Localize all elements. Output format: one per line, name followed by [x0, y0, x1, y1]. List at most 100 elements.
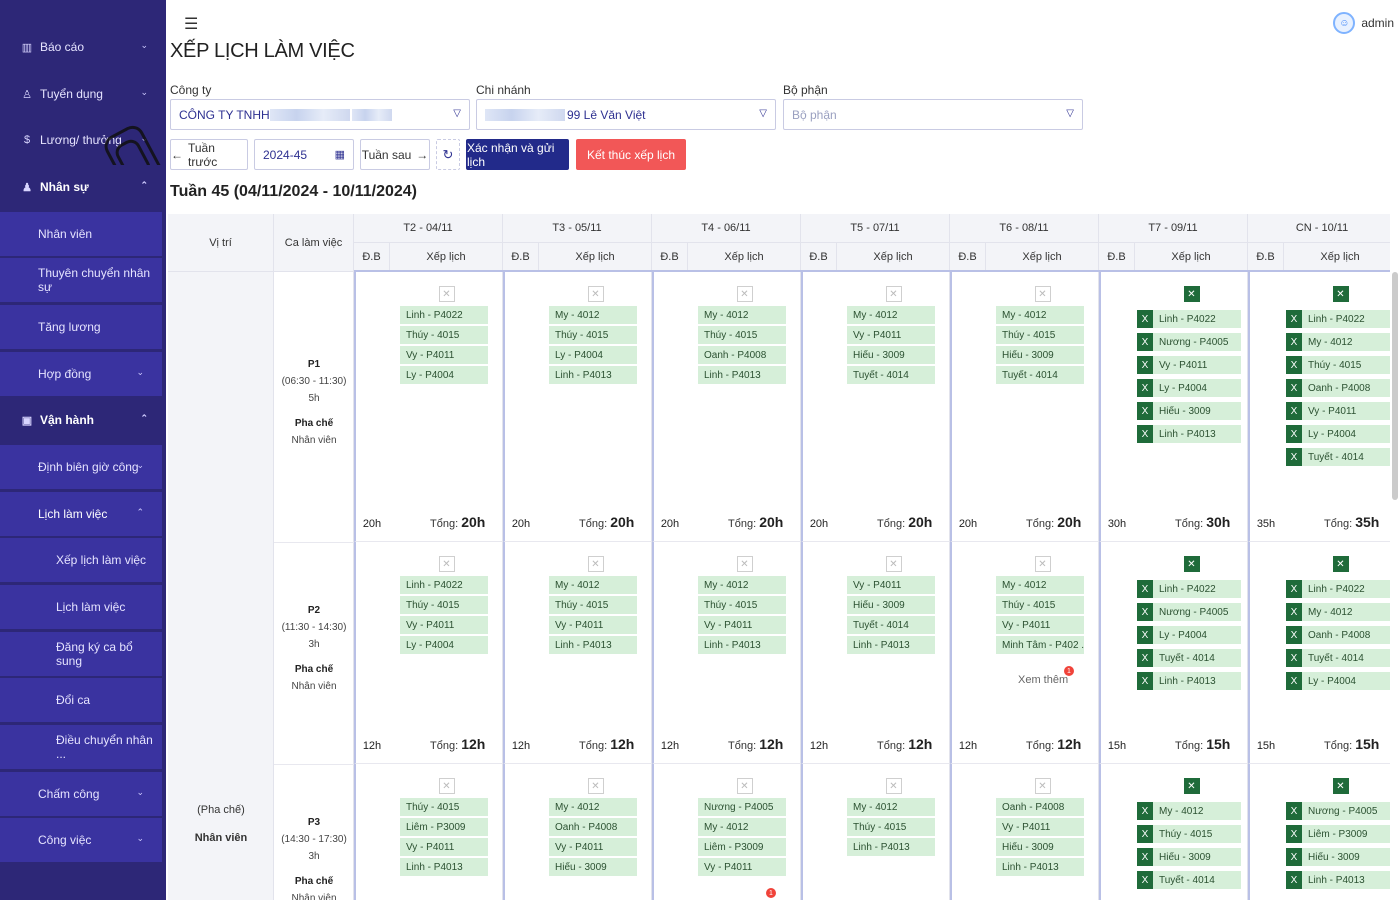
remove-assignment-icon[interactable]: X [1137, 379, 1153, 397]
remove-assignment-icon[interactable]: X [1137, 649, 1153, 667]
assignment-chip[interactable]: Ly - P4004 [400, 366, 488, 384]
assignment-chip[interactable]: Thúy - 4015 [400, 798, 488, 816]
clear-all-button[interactable]: ✕ [736, 778, 753, 794]
week-picker[interactable]: 2024-45 ▦ [254, 139, 354, 170]
remove-assignment-icon[interactable]: X [1137, 825, 1153, 843]
assignment-chip[interactable]: X My - 4012 [1286, 333, 1390, 351]
assignment-chip[interactable]: X Ly - P4004 [1137, 626, 1241, 644]
clear-all-button[interactable]: ✕ [885, 778, 902, 794]
clear-all-button[interactable]: ✕ [736, 286, 753, 302]
assignment-chip[interactable]: X My - 4012 [1137, 802, 1241, 820]
clear-all-button[interactable]: ✕ [1332, 778, 1349, 794]
remove-assignment-icon[interactable]: X [1286, 425, 1302, 443]
remove-assignment-icon[interactable]: X [1137, 626, 1153, 644]
assignment-chip[interactable]: Hiếu - 3009 [996, 838, 1084, 856]
dept-select[interactable]: Bộ phận ▽ [783, 99, 1083, 130]
scrollbar[interactable] [1392, 272, 1398, 500]
assignment-chip[interactable]: Liêm - P3009 [698, 838, 786, 856]
remove-assignment-icon[interactable]: X [1286, 626, 1302, 644]
clear-all-button[interactable]: ✕ [1332, 286, 1349, 302]
sidebar-item-dang-ky-ca[interactable]: Đăng ký ca bổ sung [0, 632, 162, 676]
remove-assignment-icon[interactable]: X [1286, 448, 1302, 466]
sidebar-item-bao-cao[interactable]: ▥ Báo cáo ⌄ [21, 40, 148, 54]
assignment-chip[interactable]: X Linh - P4013 [1137, 425, 1241, 443]
assignment-chip[interactable]: Vy - P4011 [996, 818, 1084, 836]
assignment-chip[interactable]: Vy - P4011 [847, 326, 935, 344]
assignment-chip[interactable]: Hiếu - 3009 [549, 858, 637, 876]
assignment-chip[interactable]: Linh - P4013 [996, 858, 1084, 876]
remove-assignment-icon[interactable]: X [1137, 672, 1153, 690]
assignment-chip[interactable]: Thúy - 4015 [996, 326, 1084, 344]
confirm-send-button[interactable]: Xác nhận và gửi lịch [466, 139, 569, 170]
clear-all-button[interactable]: ✕ [587, 286, 604, 302]
assignment-chip[interactable]: X My - 4012 [1286, 603, 1390, 621]
sidebar-item-hop-dong[interactable]: Hợp đồng ⌄ [0, 352, 162, 396]
assignment-chip[interactable]: Vy - P4011 [400, 346, 488, 364]
end-schedule-button[interactable]: Kết thúc xếp lịch [576, 139, 686, 170]
assignment-chip[interactable]: Linh - P4022 [400, 306, 488, 324]
assignment-chip[interactable]: X Linh - P4013 [1286, 871, 1390, 889]
clear-all-button[interactable]: ✕ [438, 556, 455, 572]
remove-assignment-icon[interactable]: X [1137, 356, 1153, 374]
assignment-chip[interactable]: My - 4012 [698, 818, 786, 836]
assignment-chip[interactable]: X Linh - P4022 [1286, 580, 1390, 598]
assignment-chip[interactable]: Vy - P4011 [698, 858, 786, 876]
remove-assignment-icon[interactable]: X [1286, 356, 1302, 374]
assignment-chip[interactable]: X Tuyết - 4014 [1286, 448, 1390, 466]
assignment-chip[interactable]: Hiếu - 3009 [847, 346, 935, 364]
assignment-chip[interactable]: X Oanh - P4008 [1286, 379, 1390, 397]
sidebar-item-cong-viec[interactable]: Công việc ⌄ [0, 818, 162, 862]
sidebar-item-cham-cong[interactable]: Chấm công ⌄ [0, 772, 162, 816]
assignment-chip[interactable]: Vy - P4011 [847, 576, 935, 594]
assignment-chip[interactable]: X Nương - P4005 [1137, 333, 1241, 351]
assignment-chip[interactable]: Hiếu - 3009 [996, 346, 1084, 364]
assignment-chip[interactable]: X Linh - P4013 [1137, 672, 1241, 690]
sidebar-item-lich-lam-viec[interactable]: Lịch làm việc [0, 585, 162, 629]
assignment-chip[interactable]: Thúy - 4015 [400, 326, 488, 344]
refresh-button[interactable]: ↻ [436, 139, 460, 170]
assignment-chip[interactable]: My - 4012 [549, 798, 637, 816]
assignment-chip[interactable]: Vy - P4011 [400, 616, 488, 634]
remove-assignment-icon[interactable]: X [1286, 310, 1302, 328]
clear-all-button[interactable]: ✕ [587, 556, 604, 572]
assignment-chip[interactable]: X Oanh - P4008 [1286, 626, 1390, 644]
sidebar-item-xep-lich[interactable]: Xếp lịch làm việc [0, 538, 162, 582]
assignment-chip[interactable]: Hiếu - 3009 [847, 596, 935, 614]
assignment-chip[interactable]: Linh - P4013 [698, 366, 786, 384]
remove-assignment-icon[interactable]: X [1137, 848, 1153, 866]
assignment-chip[interactable]: Linh - P4013 [549, 636, 637, 654]
remove-assignment-icon[interactable]: X [1137, 425, 1153, 443]
assignment-chip[interactable]: Vy - P4011 [549, 616, 637, 634]
assignment-chip[interactable]: Linh - P4013 [549, 366, 637, 384]
assignment-chip[interactable]: My - 4012 [996, 306, 1084, 324]
assignment-chip[interactable]: Ly - P4004 [549, 346, 637, 364]
remove-assignment-icon[interactable]: X [1286, 802, 1302, 820]
assignment-chip[interactable]: X Nương - P4005 [1137, 603, 1241, 621]
clear-all-button[interactable]: ✕ [1034, 778, 1051, 794]
prev-week-button[interactable]: ← Tuần trước [170, 139, 248, 170]
assignment-chip[interactable]: Oanh - P4008 [996, 798, 1084, 816]
sidebar-item-nhan-su[interactable]: ♟ Nhân sự ⌃ [0, 165, 166, 209]
clear-all-button[interactable]: ✕ [885, 556, 902, 572]
sidebar-item-lich-lam-viec-group[interactable]: Lịch làm việc ⌃ [0, 492, 162, 536]
clear-all-button[interactable]: ✕ [1034, 286, 1051, 302]
assignment-chip[interactable]: X Linh - P4022 [1137, 310, 1241, 328]
assignment-chip[interactable]: Vy - P4011 [996, 616, 1084, 634]
assignment-chip[interactable]: My - 4012 [549, 576, 637, 594]
assignment-chip[interactable]: X Hiếu - 3009 [1137, 848, 1241, 866]
assignment-chip[interactable]: Linh - P4022 [400, 576, 488, 594]
assignment-chip[interactable]: Tuyết - 4014 [847, 366, 935, 384]
clear-all-button[interactable]: ✕ [736, 556, 753, 572]
remove-assignment-icon[interactable]: X [1137, 603, 1153, 621]
assignment-chip[interactable]: My - 4012 [996, 576, 1084, 594]
assignment-chip[interactable]: X Hiếu - 3009 [1137, 402, 1241, 420]
clear-all-button[interactable]: ✕ [885, 286, 902, 302]
assignment-chip[interactable]: Linh - P4013 [847, 636, 935, 654]
assignment-chip[interactable]: Linh - P4013 [698, 636, 786, 654]
see-more-link[interactable]: Xem thêm [1018, 674, 1069, 686]
assignment-chip[interactable]: Thúy - 4015 [847, 818, 935, 836]
assignment-chip[interactable]: Thúy - 4015 [698, 326, 786, 344]
sidebar-item-van-hanh[interactable]: ▣ Vận hành ⌃ [0, 398, 166, 442]
clear-all-button[interactable]: ✕ [438, 286, 455, 302]
remove-assignment-icon[interactable]: X [1137, 871, 1153, 889]
